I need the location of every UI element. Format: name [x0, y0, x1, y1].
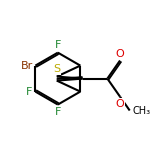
Text: F: F: [26, 87, 33, 97]
Text: O: O: [116, 49, 124, 59]
Text: F: F: [55, 40, 61, 50]
Text: F: F: [55, 107, 61, 117]
Text: CH₃: CH₃: [132, 105, 150, 116]
Text: S: S: [53, 64, 60, 74]
Text: Br: Br: [21, 61, 33, 71]
Text: O: O: [116, 98, 124, 109]
